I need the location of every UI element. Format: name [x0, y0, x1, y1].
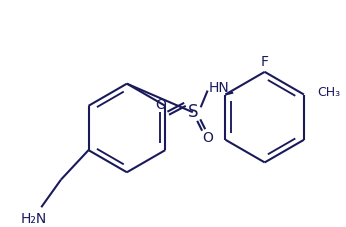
Text: HN: HN [209, 81, 230, 95]
Text: O: O [155, 98, 166, 112]
Text: F: F [261, 55, 269, 69]
Text: O: O [202, 131, 213, 145]
Text: S: S [188, 103, 198, 121]
Text: H₂N: H₂N [20, 212, 46, 226]
Text: CH₃: CH₃ [318, 86, 341, 99]
